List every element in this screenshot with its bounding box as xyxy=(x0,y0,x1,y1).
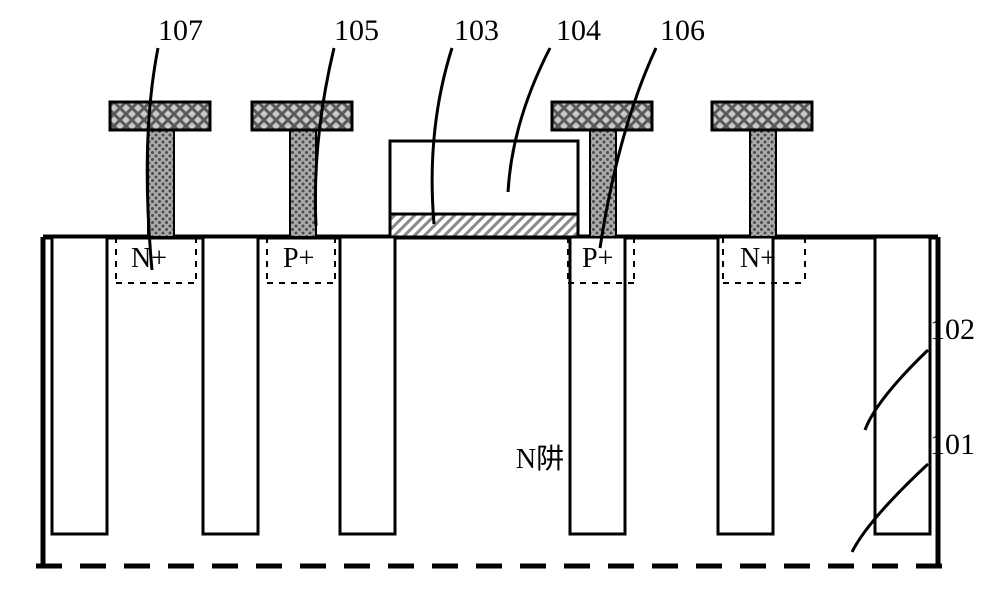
contact-cap xyxy=(252,102,352,130)
isolation-trench xyxy=(340,237,395,534)
diffusion-label: P+ xyxy=(582,243,613,274)
isolation-trench xyxy=(52,237,107,534)
nwell-label: N阱 xyxy=(516,443,564,475)
contact-plug xyxy=(290,130,316,237)
isolation-trench xyxy=(203,237,258,534)
contact-cap xyxy=(712,102,812,130)
callout-label-105: 105 xyxy=(334,14,379,47)
isolation-trench xyxy=(570,237,625,534)
contact-cap xyxy=(552,102,652,130)
contact-plug xyxy=(148,130,174,237)
contact-plug xyxy=(750,130,776,237)
callout-label-104: 104 xyxy=(556,14,601,47)
diffusion-label: P+ xyxy=(283,243,314,274)
callout-label-103: 103 xyxy=(454,14,499,47)
diffusion-label: N+ xyxy=(740,243,776,274)
device-cross-section: N+P+P+N+N阱107105103104106102101 xyxy=(0,0,1000,594)
callout-label-106: 106 xyxy=(660,14,705,47)
callout-leader-105 xyxy=(315,48,334,226)
contact-cap xyxy=(110,102,210,130)
callout-label-102: 102 xyxy=(930,313,975,346)
gate-poly xyxy=(390,141,578,214)
callout-label-101: 101 xyxy=(930,428,975,461)
isolation-trench xyxy=(718,237,773,534)
callout-label-107: 107 xyxy=(158,14,203,47)
gate-oxide xyxy=(390,214,578,237)
